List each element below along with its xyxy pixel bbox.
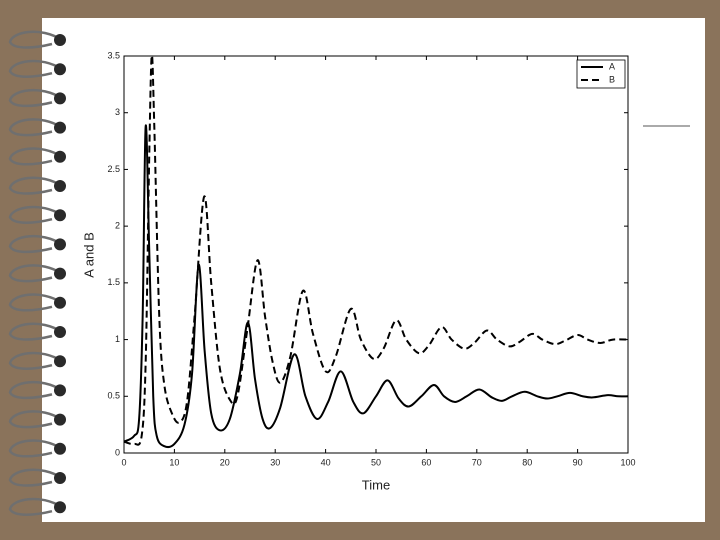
- x-tick-label: 30: [270, 457, 280, 467]
- x-tick-label: 70: [472, 457, 482, 467]
- spiral-hole: [54, 296, 66, 309]
- series-line: [123, 54, 629, 446]
- spiral-hole: [54, 121, 66, 134]
- spiral-wire: [8, 88, 63, 108]
- x-tick-label: 40: [321, 457, 331, 467]
- y-tick-label: 0.5: [107, 391, 120, 401]
- spiral-wire: [8, 205, 63, 224]
- x-axis-label: Time: [362, 477, 390, 492]
- spiral-wire: [8, 380, 63, 400]
- x-tick-label: 50: [371, 457, 381, 467]
- legend-label: A: [609, 61, 615, 71]
- spiral-hole: [54, 472, 66, 484]
- spiral-hole: [54, 34, 66, 46]
- spiral-wire: [8, 59, 63, 78]
- y-tick-label: 3.5: [107, 50, 120, 60]
- y-tick-label: 1.5: [107, 277, 120, 287]
- spiral-wire: [8, 234, 63, 254]
- x-tick-label: 20: [220, 457, 230, 467]
- spiral-wire: [8, 30, 63, 49]
- x-tick-label: 10: [169, 457, 179, 467]
- spiral-hole: [54, 384, 66, 397]
- spiral-wire: [8, 351, 63, 370]
- spiral-hole: [54, 442, 66, 455]
- spiral-wire: [8, 147, 63, 166]
- x-tick-label: 100: [620, 457, 635, 467]
- spiral-hole: [54, 92, 66, 105]
- legend-label: B: [609, 74, 615, 84]
- spiral-hole: [54, 413, 66, 426]
- y-tick-label: 3: [115, 107, 120, 117]
- spiral-hole: [54, 355, 66, 368]
- series-line: [123, 124, 629, 449]
- spiral-wire: [8, 176, 63, 195]
- spiral-wire: [8, 410, 63, 429]
- spiral-hole: [54, 238, 66, 251]
- y-tick-label: 1: [115, 334, 120, 344]
- plot: 0 0.5 1 1.5 2 2.5 3 3.5 0 10 20 30 40 50 60 70 80 90 100 AB: [107, 50, 635, 467]
- spiral-wire: [8, 497, 63, 516]
- spiral-hole: [54, 150, 66, 163]
- x-tick-label: 90: [573, 457, 583, 467]
- y-tick-label: 2: [115, 221, 120, 231]
- spiral-hole: [54, 326, 66, 338]
- spiral-hole: [54, 63, 66, 76]
- y-axis-label: A and B: [81, 232, 96, 278]
- spiral-binding: [8, 30, 66, 516]
- y-tick-label: 0: [115, 447, 120, 457]
- y-tick-label: 2.5: [107, 164, 120, 174]
- spiral-wire: [8, 118, 63, 137]
- x-tick-label: 0: [121, 457, 126, 467]
- notebook-page: [42, 18, 705, 522]
- x-tick-label: 60: [421, 457, 431, 467]
- legend-box: [576, 59, 626, 89]
- spiral-hole: [54, 209, 66, 222]
- spiral-hole: [54, 180, 66, 192]
- spiral-wire: [8, 293, 63, 312]
- spiral-wire: [8, 322, 63, 341]
- spiral-wire: [8, 264, 63, 283]
- spiral-wire: [8, 439, 63, 458]
- spiral-wire: [8, 468, 63, 487]
- x-tick-label: 80: [522, 457, 532, 467]
- spiral-hole: [54, 501, 66, 514]
- spiral-hole: [54, 267, 66, 280]
